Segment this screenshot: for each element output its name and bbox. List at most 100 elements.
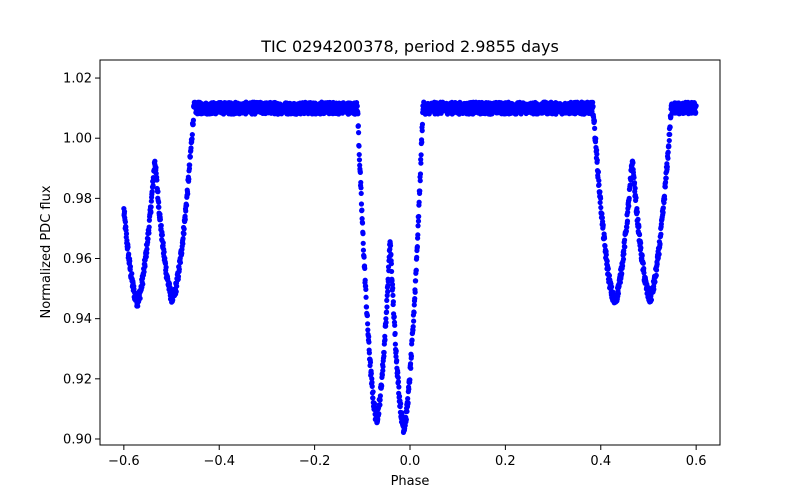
- x-tick-label: 0.4: [590, 454, 611, 469]
- data-point: [598, 204, 604, 211]
- data-point: [358, 179, 364, 186]
- data-point: [693, 110, 699, 116]
- data-point: [384, 297, 390, 303]
- data-point: [362, 265, 368, 271]
- data-point: [660, 209, 666, 216]
- data-point: [641, 265, 647, 272]
- data-point: [626, 195, 632, 201]
- data-point: [653, 267, 660, 273]
- data-point: [364, 312, 370, 319]
- data-point: [398, 401, 404, 407]
- data-point: [418, 156, 424, 163]
- data-point: [590, 99, 596, 105]
- data-point: [155, 189, 161, 195]
- data-point: [395, 374, 401, 381]
- data-point: [615, 290, 622, 297]
- data-point: [630, 160, 636, 166]
- data-point: [389, 268, 395, 275]
- data-point: [379, 383, 385, 389]
- data-point: [385, 289, 391, 295]
- data-point: [173, 289, 179, 295]
- data-point: [391, 314, 397, 320]
- data-point: [156, 204, 162, 210]
- data-point: [145, 236, 151, 242]
- data-point: [146, 217, 152, 223]
- data-point: [149, 189, 155, 195]
- data-point: [620, 263, 626, 269]
- data-point: [641, 270, 647, 276]
- data-point: [622, 244, 628, 250]
- data-point: [596, 182, 602, 188]
- data-point: [390, 299, 396, 305]
- data-point: [639, 253, 645, 259]
- data-point: [632, 185, 638, 191]
- data-point: [179, 250, 185, 256]
- data-point: [419, 139, 425, 145]
- data-point: [392, 341, 398, 347]
- data-point: [148, 198, 154, 204]
- data-point: [592, 125, 598, 131]
- data-point: [184, 202, 190, 208]
- data-point: [384, 292, 390, 299]
- data-point: [122, 219, 128, 225]
- data-point: [393, 348, 399, 354]
- data-point: [367, 359, 374, 365]
- data-point: [182, 216, 188, 223]
- data-point: [417, 178, 423, 184]
- data-point: [417, 188, 423, 194]
- data-point: [603, 252, 609, 258]
- data-point: [366, 334, 372, 340]
- data-point: [667, 131, 673, 138]
- data-point: [388, 261, 394, 267]
- data-point: [370, 395, 376, 401]
- data-point: [381, 349, 387, 356]
- data-point: [141, 269, 147, 275]
- data-point: [146, 224, 152, 230]
- data-point: [154, 177, 160, 183]
- data-point: [393, 353, 399, 360]
- data-point: [597, 195, 604, 201]
- data-point: [664, 164, 670, 170]
- data-point: [599, 215, 605, 221]
- data-point: [665, 155, 671, 161]
- data-point: [359, 220, 366, 226]
- data-point: [399, 412, 405, 418]
- data-point: [157, 216, 163, 223]
- data-point: [619, 270, 625, 277]
- data-point: [657, 241, 663, 247]
- data-point: [590, 103, 596, 109]
- data-point: [405, 400, 411, 406]
- data-point: [148, 204, 154, 210]
- data-point: [390, 292, 396, 298]
- data-point: [377, 397, 383, 403]
- data-point: [376, 411, 382, 417]
- data-point: [123, 231, 130, 237]
- data-point: [604, 258, 610, 264]
- data-point: [621, 251, 627, 257]
- data-point: [605, 266, 611, 272]
- data-point: [365, 327, 371, 333]
- data-point: [408, 353, 415, 359]
- data-point: [355, 111, 361, 117]
- data-point: [595, 169, 601, 175]
- data-point: [359, 207, 365, 213]
- data-point: [383, 319, 389, 326]
- data-point: [359, 216, 365, 222]
- data-point: [388, 251, 394, 257]
- data-point: [666, 137, 672, 144]
- data-point: [609, 284, 615, 290]
- data-point: [361, 254, 367, 260]
- x-tick-label: 0.2: [495, 454, 516, 469]
- data-point: [414, 244, 420, 250]
- x-tick-label: 0.6: [686, 454, 707, 469]
- data-point: [415, 218, 422, 224]
- data-point: [638, 240, 644, 246]
- data-point: [384, 304, 390, 310]
- data-point: [370, 389, 376, 395]
- data-point: [414, 254, 420, 260]
- data-point: [369, 376, 375, 382]
- x-axis-ticks: −0.6 −0.4 −0.2 0.0 0.2 0.4 0.6: [108, 445, 706, 469]
- data-point: [597, 189, 603, 195]
- data-point: [392, 322, 398, 328]
